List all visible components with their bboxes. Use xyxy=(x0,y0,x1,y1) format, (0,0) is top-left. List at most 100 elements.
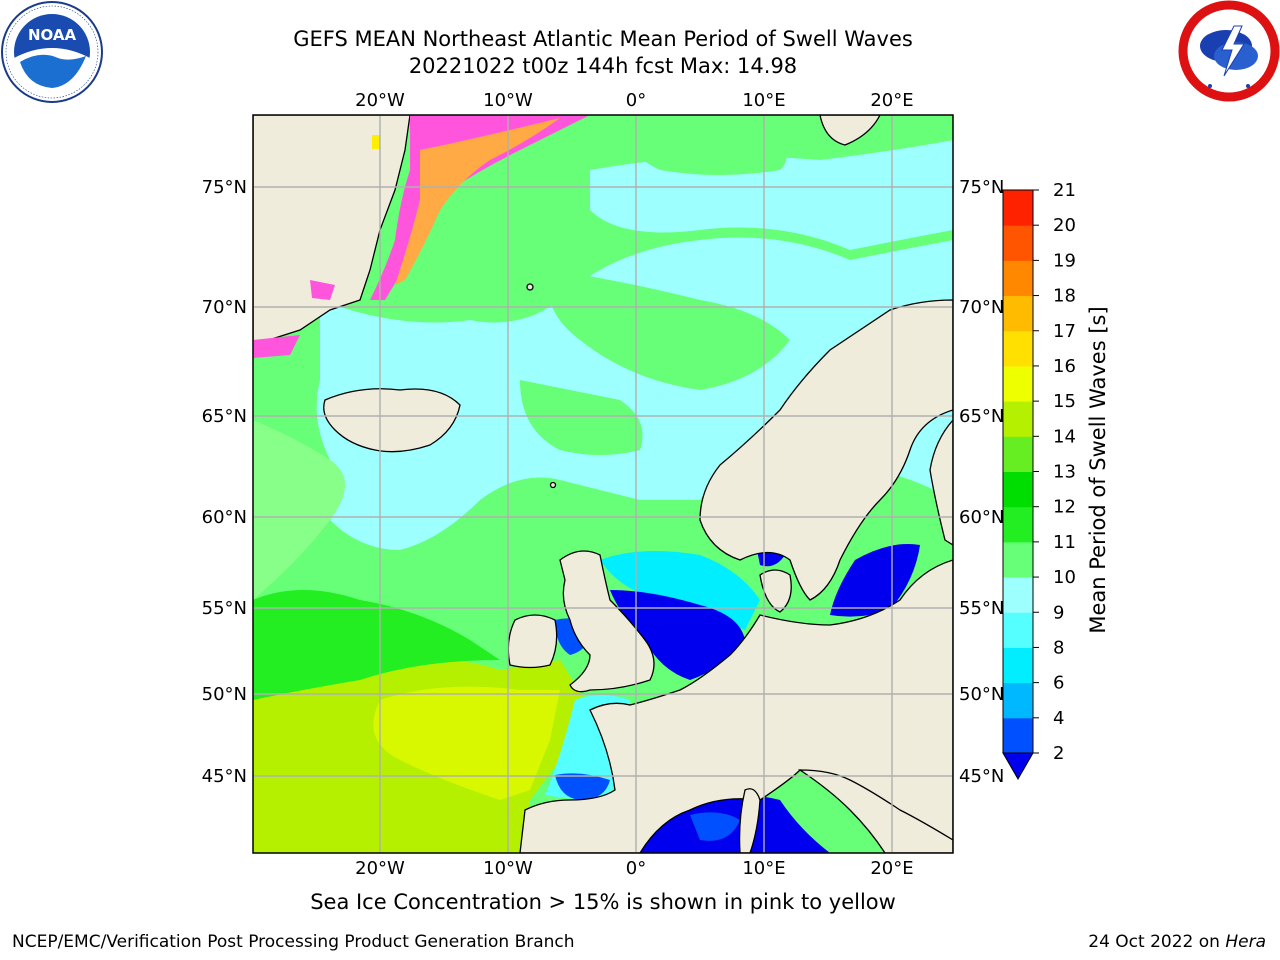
nws-logo xyxy=(1178,0,1280,102)
colorbar-tick-label: 17 xyxy=(1053,321,1076,342)
lon-label: 10°E xyxy=(742,858,785,879)
lat-label: 65°N xyxy=(202,406,247,427)
colorbar-segment xyxy=(1003,577,1033,613)
swell-zone-baltic xyxy=(830,544,920,617)
sea-ice-note: Sea Ice Concentration > 15% is shown in … xyxy=(310,890,896,914)
graticule xyxy=(253,115,953,853)
colorbar-segment xyxy=(1003,612,1033,648)
footer-date: 24 Oct 2022 on Hera xyxy=(1088,932,1266,952)
noaa-logo-text: NOAA xyxy=(28,26,77,44)
colorbar-tick-label: 15 xyxy=(1053,391,1076,412)
colorbar-segment xyxy=(1003,682,1033,719)
colorbar-segment xyxy=(1003,401,1033,437)
lon-label: 10°W xyxy=(483,858,533,879)
swell-zone-green xyxy=(253,590,500,700)
lat-labels-right: 75°N 70°N 65°N 60°N 55°N 50°N 45°N xyxy=(959,177,1004,787)
colorbar-extend-arrow xyxy=(1002,752,1034,781)
lon-label: 0° xyxy=(626,858,646,879)
land xyxy=(253,115,953,853)
colorbar-tick-label: 13 xyxy=(1053,462,1076,483)
lat-label: 50°N xyxy=(959,684,1004,705)
lat-label: 70°N xyxy=(959,297,1004,318)
lon-label: 20°W xyxy=(355,90,405,111)
swell-zone-north-sea-low xyxy=(610,590,745,680)
swell-zone-north-sea xyxy=(600,551,760,630)
colorbar-segment xyxy=(1003,717,1033,754)
lon-label: 20°E xyxy=(870,858,913,879)
italy xyxy=(797,769,953,853)
greenland xyxy=(253,115,411,346)
ireland xyxy=(507,614,558,669)
lat-label: 45°N xyxy=(202,766,247,787)
footer-date-text: 24 Oct 2022 on xyxy=(1088,932,1226,952)
denmark xyxy=(759,569,792,613)
footer-credit: NCEP/EMC/Verification Post Processing Pr… xyxy=(12,932,575,952)
swell-zone-sw-core xyxy=(373,686,560,800)
colorbar-tick-label: 21 xyxy=(1053,180,1076,201)
colorbar-segment xyxy=(1003,436,1033,472)
lon-labels-bottom: 20°W 10°W 0° 10°E 20°E xyxy=(355,858,913,879)
colorbar-segment xyxy=(1003,295,1033,332)
lon-label: 10°E xyxy=(742,90,785,111)
faroe-islands xyxy=(549,481,557,489)
colorbar-segment xyxy=(1003,471,1033,508)
lon-label: 20°E xyxy=(870,90,913,111)
footer-system: Hera xyxy=(1225,932,1266,952)
swell-zone-west xyxy=(253,420,345,600)
corsica-sardinia xyxy=(738,788,761,853)
lat-label: 55°N xyxy=(959,598,1004,619)
lat-label: 60°N xyxy=(202,507,247,528)
colorbar-ticks: 2 4 6 8 9 10 11 12 13 14 15 16 17 18 19 20 21 xyxy=(1033,180,1076,764)
lon-label: 0° xyxy=(626,90,646,111)
swell-zone-cyan xyxy=(316,237,953,550)
map-frame xyxy=(252,114,954,854)
colorbar-tick-label: 2 xyxy=(1053,743,1064,764)
noaa-logo: NOAA xyxy=(1,1,103,103)
scandinavia xyxy=(699,299,953,601)
finland xyxy=(929,419,953,546)
colorbar-tick-label: 4 xyxy=(1053,708,1064,729)
colorbar-segment xyxy=(1003,260,1033,297)
colorbar-segment xyxy=(1003,330,1033,367)
lat-label: 45°N xyxy=(959,766,1004,787)
colorbar-tick-label: 14 xyxy=(1053,426,1076,447)
colorbar-segment xyxy=(1003,506,1033,543)
svalbard xyxy=(819,115,881,146)
colorbar-tick-label: 19 xyxy=(1053,250,1076,271)
colorbar-tick-label: 20 xyxy=(1053,215,1076,236)
map-subtitle: 20221022 t00z 144h fcst Max: 14.98 xyxy=(408,54,798,78)
colorbar-tick-label: 12 xyxy=(1053,497,1076,518)
lat-label: 65°N xyxy=(959,406,1004,427)
great-britain xyxy=(559,550,655,693)
lon-labels-top: 20°W 10°W 0° 10°E 20°E xyxy=(355,90,913,111)
colorbar-label: Mean Period of Swell Waves [s] xyxy=(1086,306,1110,634)
lat-labels-left: 75°N 70°N 65°N 60°N 55°N 50°N 45°N xyxy=(202,177,247,787)
colorbar-segment xyxy=(1003,541,1033,578)
colorbar-tick-label: 18 xyxy=(1053,286,1076,307)
map-title: GEFS MEAN Northeast Atlantic Mean Period… xyxy=(293,27,913,51)
colorbar-segment xyxy=(1003,365,1033,402)
colorbar-tick-label: 16 xyxy=(1053,356,1076,377)
sea-ice-edge xyxy=(253,115,590,358)
lat-label: 60°N xyxy=(959,507,1004,528)
colorbar xyxy=(1002,189,1034,781)
lon-label: 20°W xyxy=(355,858,405,879)
colorbar-tick-label: 10 xyxy=(1053,567,1076,588)
lat-label: 50°N xyxy=(202,684,247,705)
colorbar-tick-label: 6 xyxy=(1053,673,1064,694)
lon-label: 10°W xyxy=(483,90,533,111)
colorbar-segment xyxy=(1003,647,1033,684)
colorbar-tick-label: 11 xyxy=(1053,532,1076,553)
iceland xyxy=(323,388,461,453)
lat-label: 75°N xyxy=(959,177,1004,198)
lat-label: 75°N xyxy=(202,177,247,198)
colorbar-tick-label: 9 xyxy=(1053,602,1064,623)
map-area xyxy=(253,115,953,853)
lat-label: 70°N xyxy=(202,297,247,318)
colorbar-segment xyxy=(1003,225,1033,261)
jan-mayen xyxy=(526,283,534,291)
lat-label: 55°N xyxy=(202,598,247,619)
colorbar-segment xyxy=(1003,190,1033,226)
colorbar-tick-label: 8 xyxy=(1053,637,1064,658)
